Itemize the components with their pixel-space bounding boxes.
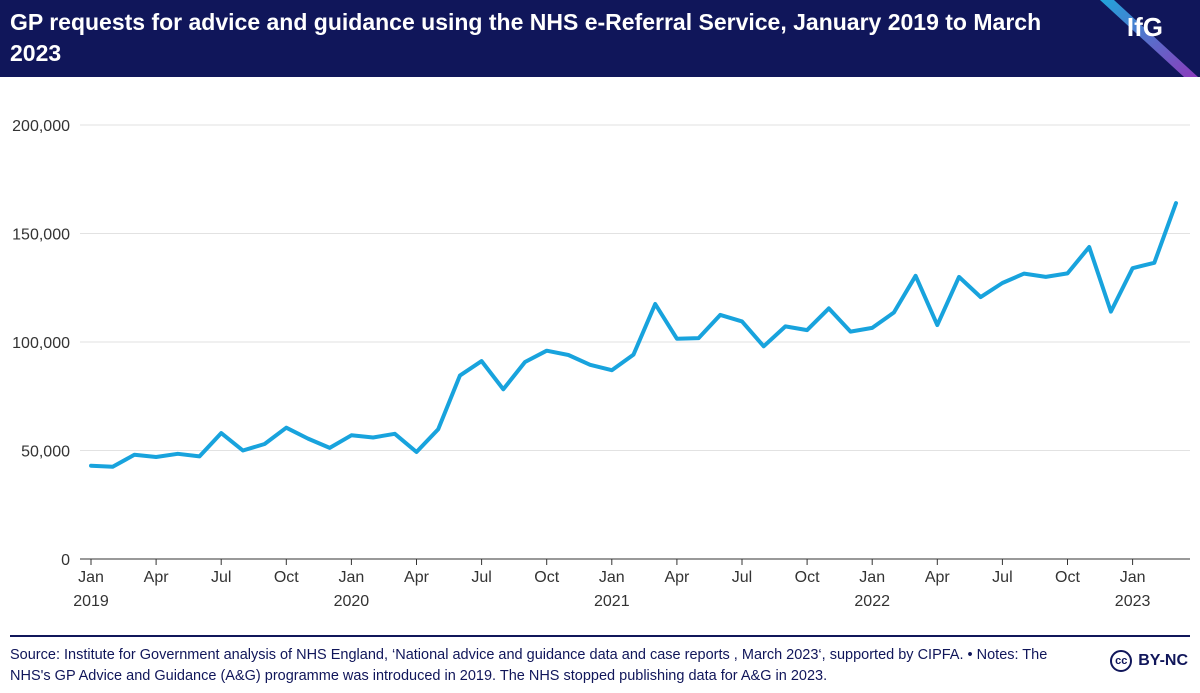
x-tick-label: Jul	[992, 569, 1012, 586]
x-tick-label: Apr	[664, 569, 690, 586]
x-tick-label: Jan	[339, 569, 365, 586]
footer-divider	[10, 635, 1190, 637]
x-tick-label: Jan	[78, 569, 104, 586]
x-axis-ticks: Jan 2019 Apr Jul Oct Jan 2020 Apr Jul Oct Jan 2021 A…	[73, 559, 1150, 610]
x-tick-label: Jan	[599, 569, 625, 586]
y-tick-label: 100,000	[12, 335, 70, 352]
y-axis-ticks: 0 50,000 100,000 150,000 200,000	[12, 118, 70, 569]
logo-stripe-icon	[1100, 0, 1198, 77]
x-tick-label: Apr	[404, 569, 430, 586]
x-tick-label: Jul	[211, 569, 231, 586]
license-badge: cc BY-NC	[1110, 650, 1188, 672]
x-tick-label: Oct	[795, 569, 820, 586]
x-tick-label: Oct	[1055, 569, 1080, 586]
y-tick-label: 200,000	[12, 118, 70, 135]
x-tick-year-label: 2021	[594, 593, 630, 610]
x-tick-year-label: 2022	[854, 593, 890, 610]
creative-commons-icon: cc	[1110, 650, 1133, 672]
grid-lines	[80, 124, 1190, 451]
x-tick-label: Jan	[1120, 569, 1146, 586]
chart-header: GP requests for advice and guidance usin…	[0, 0, 1200, 77]
ifg-logo: IfG	[1126, 12, 1163, 42]
y-tick-label: 150,000	[12, 227, 70, 244]
x-tick-label: Oct	[534, 569, 559, 586]
x-tick-label: Apr	[925, 569, 951, 586]
source-note: Source: Institute for Government analysi…	[10, 647, 1048, 684]
chart-title: GP requests for advice and guidance usin…	[10, 9, 1042, 66]
y-tick-label: 50,000	[21, 444, 70, 461]
x-tick-label: Jul	[732, 569, 752, 586]
license-label: BY-NC	[1138, 652, 1188, 669]
series-line	[89, 201, 1178, 469]
x-tick-label: Jan	[859, 569, 885, 586]
x-tick-label: Jul	[471, 569, 491, 586]
y-tick-label: 0	[61, 552, 70, 569]
x-tick-label: Apr	[144, 569, 170, 586]
x-tick-year-label: 2019	[73, 593, 109, 610]
x-tick-label: Oct	[274, 569, 299, 586]
x-tick-year-label: 2023	[1115, 593, 1151, 610]
x-tick-year-label: 2020	[334, 593, 370, 610]
